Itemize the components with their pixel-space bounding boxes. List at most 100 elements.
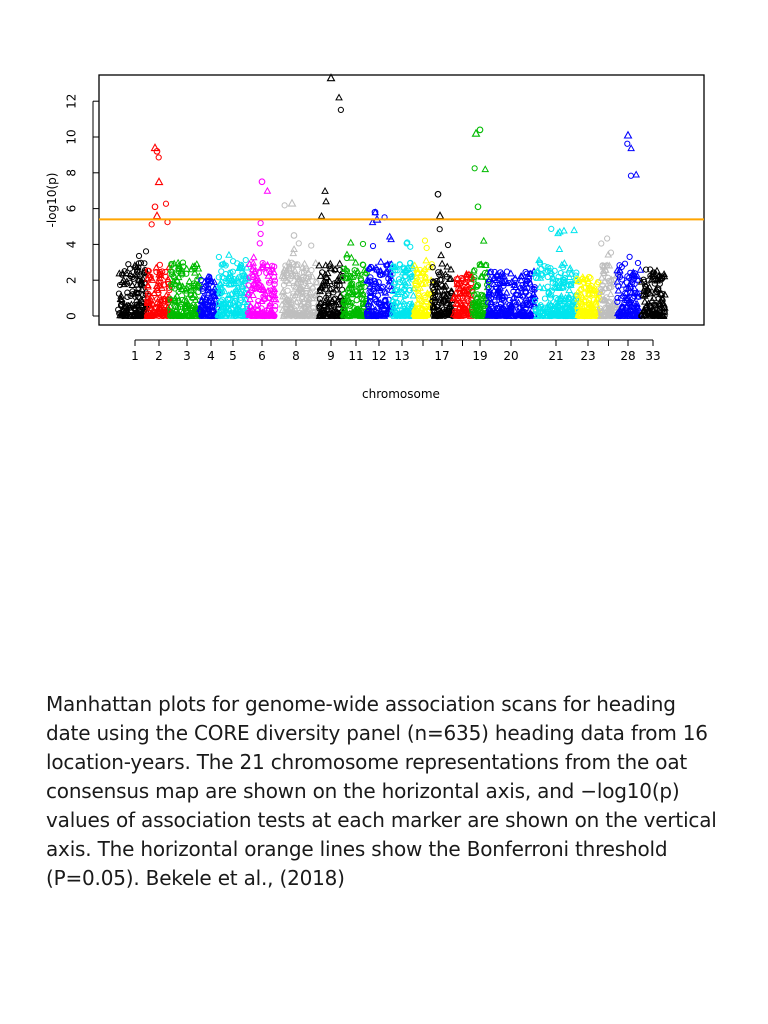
data-point [331, 309, 338, 316]
data-point [616, 266, 624, 274]
data-point [367, 289, 375, 297]
data-point [629, 311, 637, 318]
data-point [364, 276, 373, 284]
data-point [198, 310, 206, 318]
data-point [654, 271, 663, 279]
data-point [652, 310, 661, 318]
data-point [222, 305, 230, 312]
data-point [264, 271, 273, 279]
data-point [605, 261, 614, 269]
data-point [281, 202, 288, 209]
data-point [263, 261, 272, 268]
y-tick-label: 2 [65, 276, 79, 284]
data-point [533, 311, 542, 319]
data-point [401, 285, 408, 293]
data-point [335, 259, 344, 267]
y-tick-label: 10 [65, 129, 79, 144]
data-point [416, 266, 424, 274]
data-point [234, 277, 243, 285]
significant-point [152, 211, 162, 220]
data-point [596, 287, 605, 295]
significant-point [434, 190, 442, 198]
data-point [655, 312, 662, 319]
data-point [421, 237, 429, 244]
data-point [123, 280, 130, 287]
x-tick-label: 3 [183, 349, 191, 363]
data-point [561, 293, 570, 301]
data-point [207, 311, 216, 319]
data-point [604, 235, 611, 242]
data-point [284, 271, 291, 278]
data-point [348, 299, 355, 307]
data-point [578, 300, 586, 308]
data-point [573, 269, 580, 276]
data-point [622, 296, 631, 303]
data-point [255, 283, 263, 291]
data-point [187, 287, 195, 294]
data-point [216, 283, 225, 291]
data-point [193, 282, 202, 290]
data-point [258, 308, 267, 316]
data-point [225, 274, 234, 282]
data-point [144, 267, 151, 274]
data-point [211, 296, 220, 304]
data-point [627, 172, 635, 179]
data-point [500, 297, 507, 304]
data-point [541, 263, 548, 270]
data-point [485, 289, 494, 297]
data-point [177, 311, 185, 319]
data-point [133, 268, 141, 275]
y-tick-label: 12 [65, 94, 79, 109]
data-point [388, 296, 397, 304]
data-point [411, 311, 420, 319]
data-point [460, 311, 467, 319]
data-point [394, 267, 401, 274]
data-point [137, 275, 146, 283]
data-point [169, 277, 178, 285]
data-point [450, 293, 458, 301]
data-point [137, 277, 146, 285]
data-point [284, 287, 291, 294]
data-point [246, 274, 253, 281]
data-point [579, 275, 588, 283]
data-point [548, 270, 555, 278]
data-point [221, 311, 230, 319]
data-point [126, 306, 135, 314]
data-point [346, 297, 354, 305]
data-point [281, 296, 290, 304]
data-point [626, 274, 633, 281]
data-point [337, 106, 344, 113]
data-point [286, 265, 293, 272]
data-point [162, 273, 169, 280]
data-point [508, 304, 515, 311]
data-point [413, 265, 421, 273]
data-point [403, 240, 410, 247]
data-point [310, 304, 317, 312]
data-point [144, 281, 152, 289]
significant-point [435, 211, 445, 220]
data-point [598, 240, 605, 247]
x-tick-label: 23 [580, 349, 595, 363]
data-point [576, 278, 583, 285]
data-point [614, 286, 623, 294]
data-point [551, 267, 558, 274]
data-point [278, 306, 287, 314]
data-point [422, 256, 431, 264]
data-point [266, 276, 275, 284]
data-point [345, 274, 353, 282]
data-point [199, 285, 206, 292]
data-point [333, 276, 341, 284]
data-point [519, 282, 526, 289]
data-point [479, 311, 488, 319]
x-tick-label: 19 [472, 349, 487, 363]
data-point [116, 311, 124, 319]
data-point [245, 259, 254, 267]
data-point [531, 284, 538, 291]
data-point [155, 154, 162, 161]
data-point [421, 279, 430, 287]
data-point [585, 273, 593, 281]
data-point [282, 310, 291, 318]
data-point [385, 275, 392, 282]
data-point [271, 306, 278, 313]
data-point [303, 292, 311, 299]
